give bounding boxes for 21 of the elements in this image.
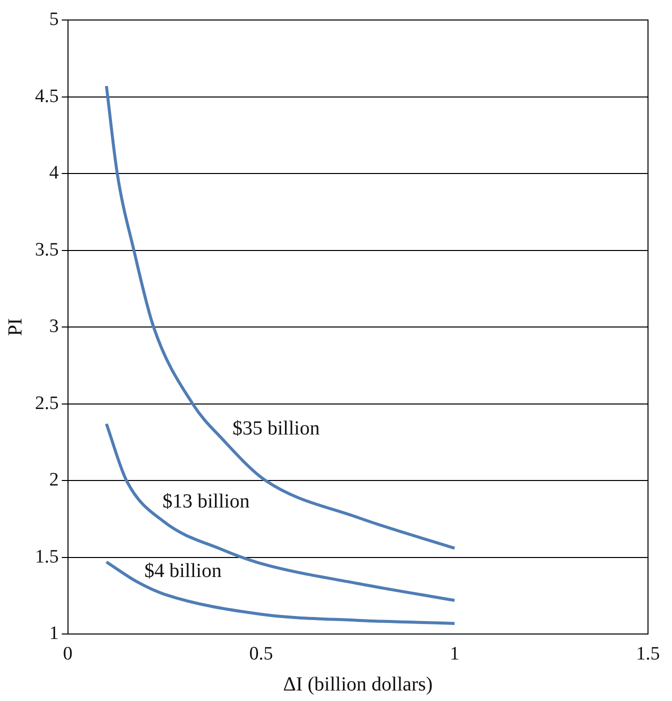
y-tick-label: 4.5	[35, 86, 59, 107]
line-series	[104, 560, 456, 625]
y-tick-label: 4	[49, 162, 60, 184]
series-label: $4 billion	[144, 560, 222, 582]
y-tick-label: 5	[49, 8, 59, 30]
y-axis-title: PI	[4, 318, 26, 336]
x-tick-label: 0	[63, 644, 72, 665]
series-label: $13 billion	[162, 490, 250, 512]
x-tick-label: 1	[450, 644, 460, 665]
x-tick-label: 1.5	[636, 644, 660, 665]
x-axis-title: ΔI (billion dollars)	[283, 673, 433, 696]
y-tick-label: 2	[49, 470, 59, 491]
y-tick-label: 3.5	[35, 239, 59, 260]
y-tick-label: 2.5	[35, 392, 59, 414]
line-series	[104, 422, 456, 602]
y-tick-label: 1.5	[35, 546, 59, 568]
line-series	[104, 84, 456, 550]
x-tick-label: 0.5	[249, 644, 274, 665]
y-tick-label: 1	[49, 623, 59, 644]
series-label: $35 billion	[232, 417, 320, 440]
y-tick-label: 3	[49, 316, 59, 338]
